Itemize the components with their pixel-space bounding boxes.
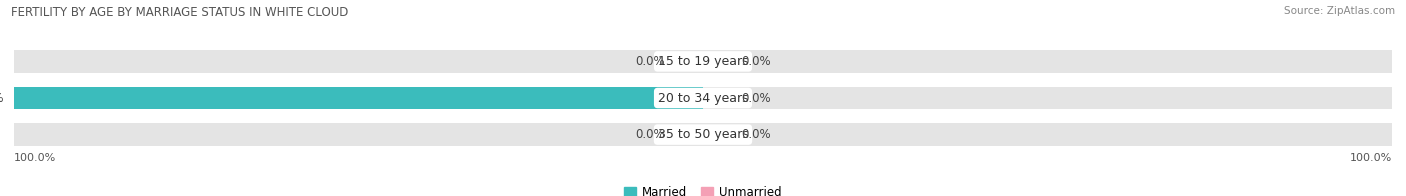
Text: 0.0%: 0.0% <box>636 55 665 68</box>
Bar <box>703 54 731 69</box>
Bar <box>703 90 731 106</box>
Text: 20 to 34 years: 20 to 34 years <box>658 92 748 104</box>
Text: FERTILITY BY AGE BY MARRIAGE STATUS IN WHITE CLOUD: FERTILITY BY AGE BY MARRIAGE STATUS IN W… <box>11 6 349 19</box>
Text: 15 to 19 years: 15 to 19 years <box>658 55 748 68</box>
Text: 0.0%: 0.0% <box>636 128 665 141</box>
Bar <box>14 123 1392 146</box>
Bar <box>14 87 703 109</box>
Legend: Married, Unmarried: Married, Unmarried <box>620 182 786 196</box>
Bar <box>14 87 1392 109</box>
Text: 0.0%: 0.0% <box>741 128 770 141</box>
Bar <box>703 127 731 142</box>
Bar <box>675 54 703 69</box>
Text: 35 to 50 years: 35 to 50 years <box>658 128 748 141</box>
Text: 100.0%: 100.0% <box>1350 153 1392 163</box>
Bar <box>675 127 703 142</box>
Text: 0.0%: 0.0% <box>741 55 770 68</box>
Text: 100.0%: 100.0% <box>0 92 4 104</box>
Text: 100.0%: 100.0% <box>14 153 56 163</box>
Text: Source: ZipAtlas.com: Source: ZipAtlas.com <box>1284 6 1395 16</box>
Bar <box>14 50 1392 73</box>
Text: 0.0%: 0.0% <box>741 92 770 104</box>
